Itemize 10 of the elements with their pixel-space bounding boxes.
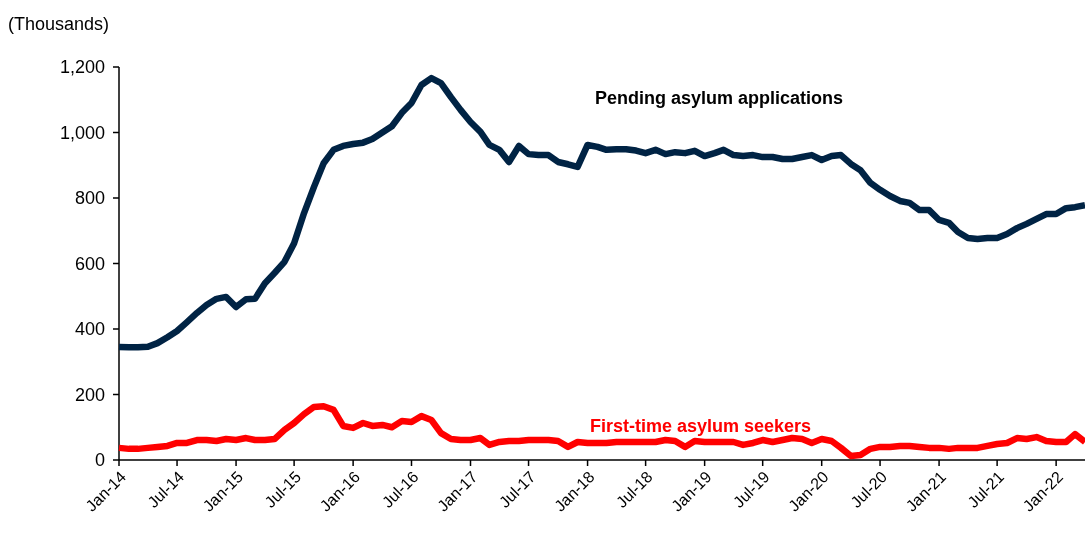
y-tick-label: 1,000 (59, 122, 105, 143)
y-tick-label: 200 (74, 384, 105, 405)
y-tick-label: 1,200 (59, 57, 105, 78)
y-axis-title: (Thousands) (8, 14, 110, 34)
y-tick-label: 800 (74, 188, 105, 209)
y-tick-label: 0 (94, 450, 105, 471)
y-tick-label: 600 (74, 253, 105, 274)
series-label: First-time asylum seekers (590, 416, 812, 436)
text: Pending asylum applications (595, 88, 844, 108)
y-tick-label: 400 (74, 319, 105, 340)
